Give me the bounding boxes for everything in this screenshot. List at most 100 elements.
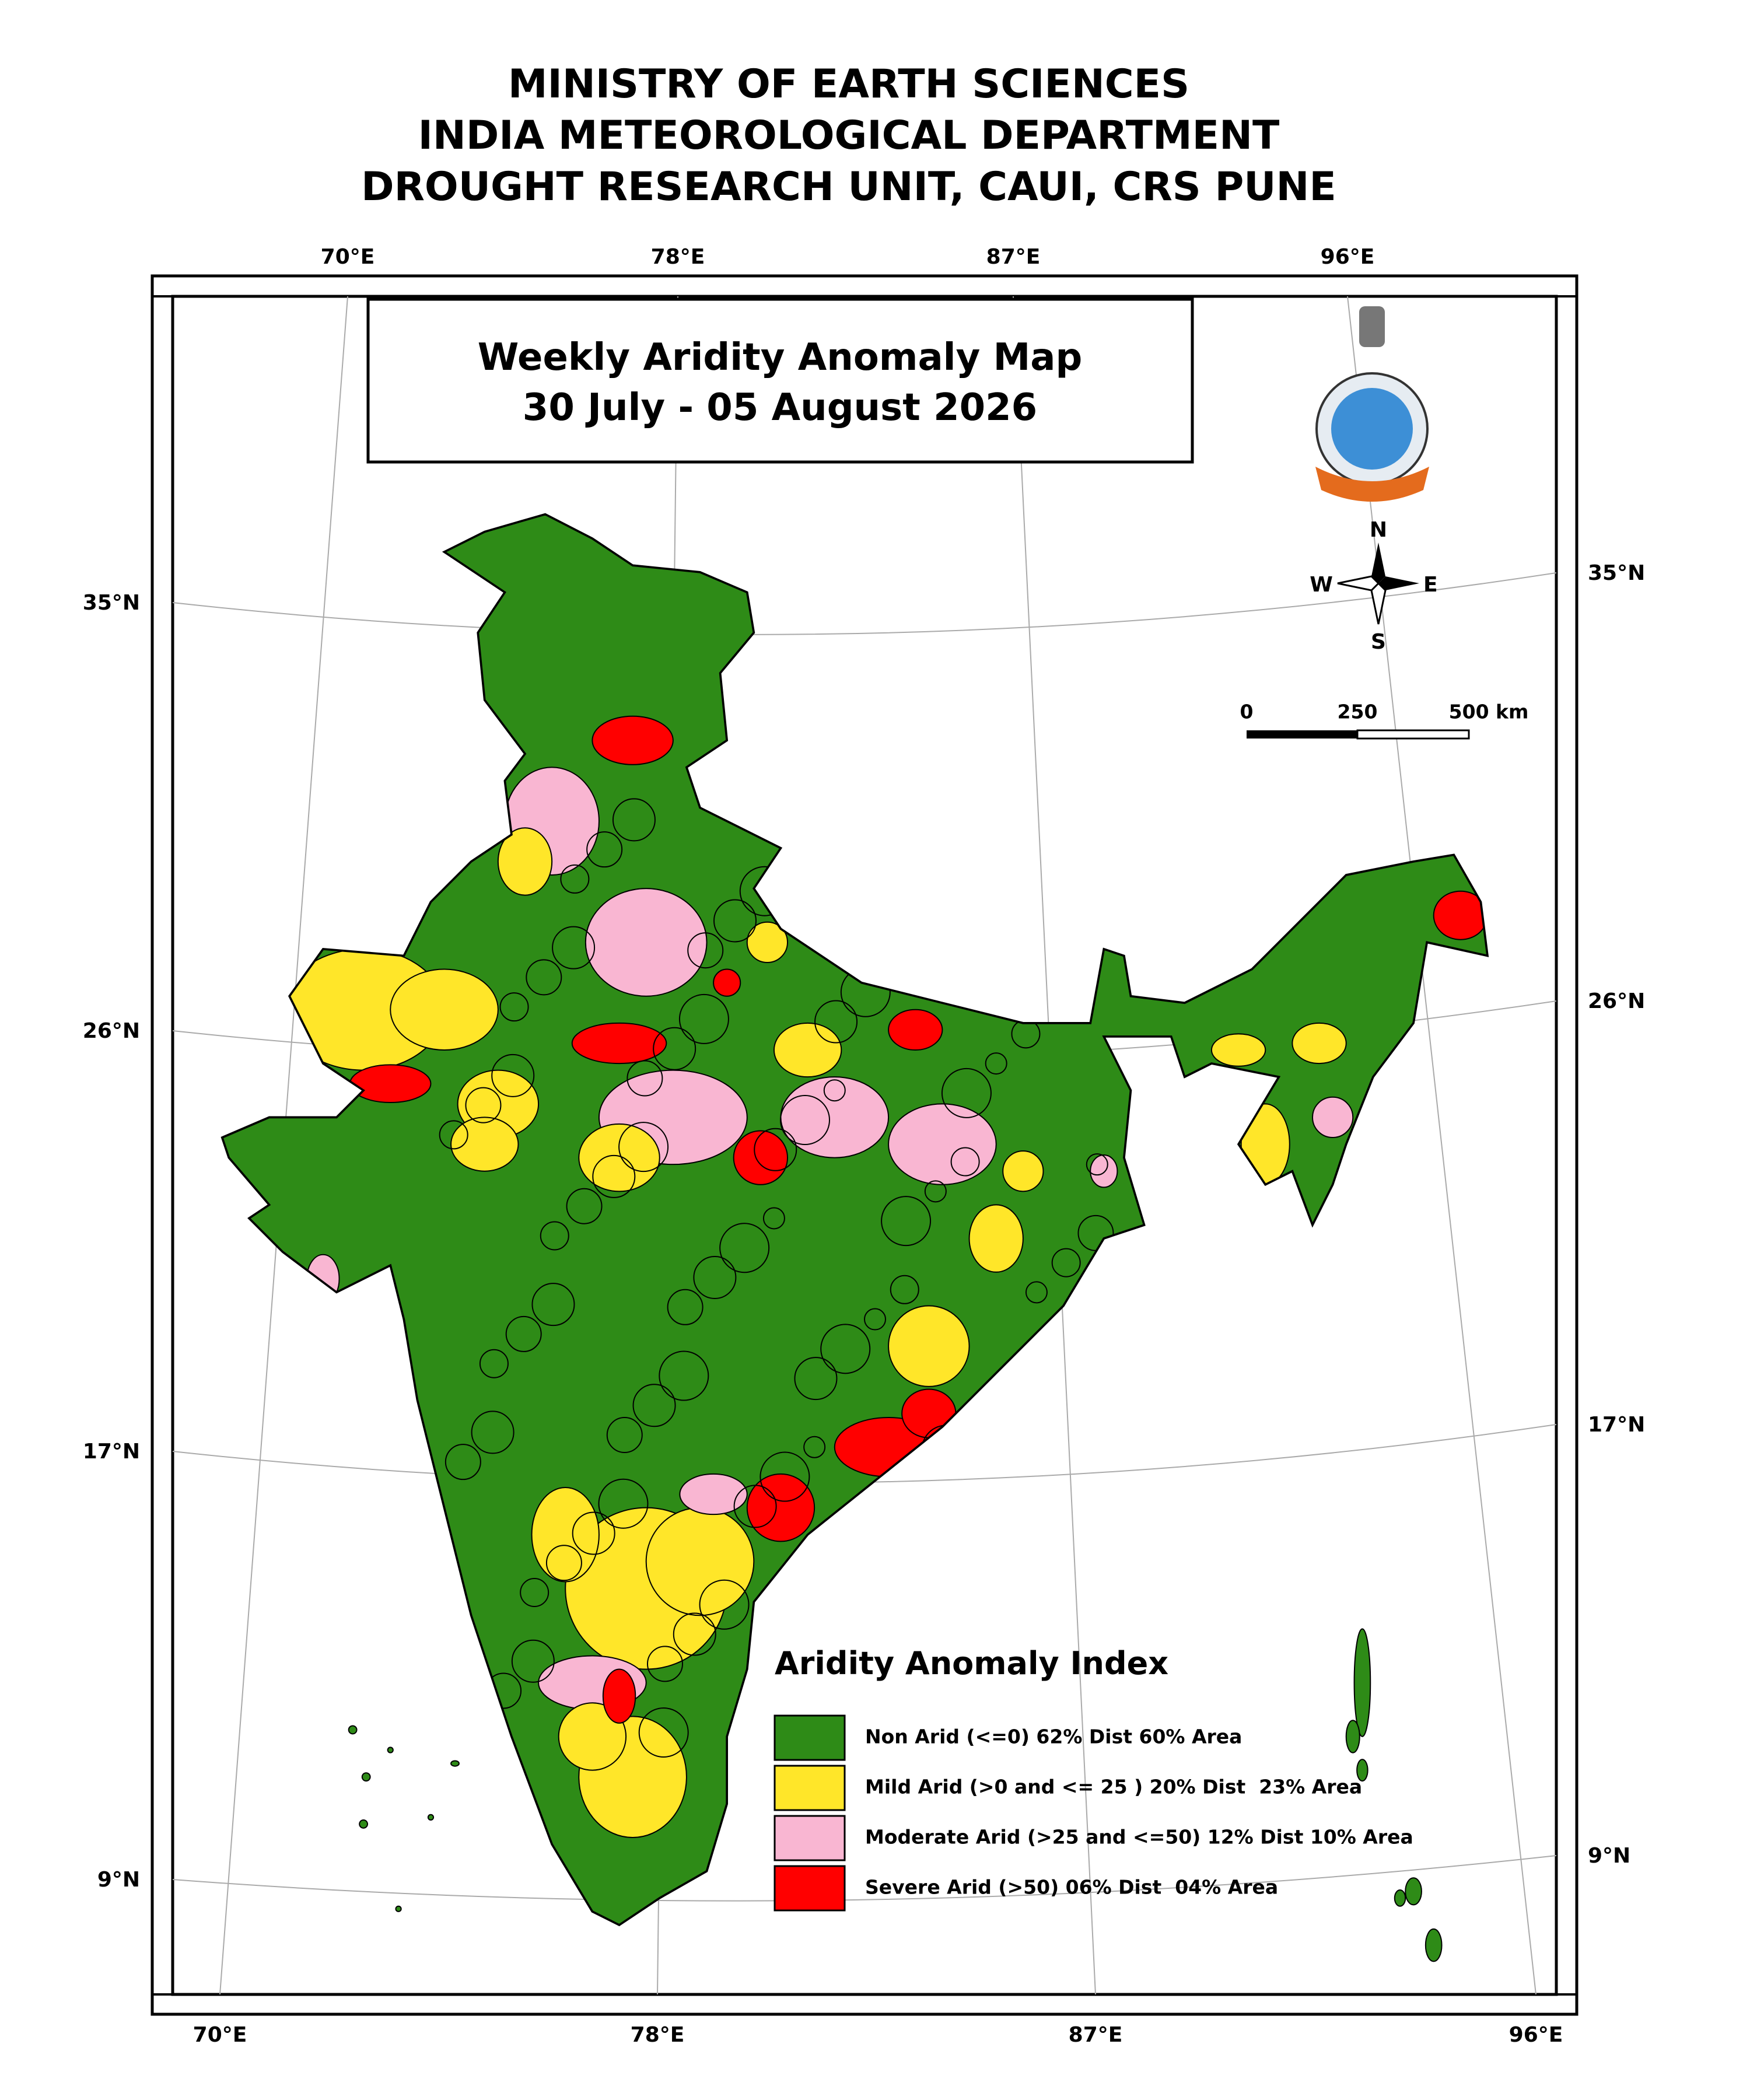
district-border: [814, 1000, 858, 1044]
lat-label: 9°N: [1588, 1844, 1630, 1868]
district-border: [941, 1068, 992, 1118]
district-patch: [888, 1305, 970, 1387]
district-border: [673, 1612, 716, 1656]
legend-swatch: [774, 1865, 846, 1912]
district-border: [1025, 1281, 1048, 1304]
district-border: [586, 831, 623, 868]
district-border: [667, 1289, 704, 1325]
district-border: [864, 1308, 887, 1331]
outer-frame: [150, 274, 1578, 2016]
map-subtitle: 30 July - 05 August 2026: [523, 386, 1037, 429]
lat-label: 35°N: [1588, 561, 1645, 585]
district-border: [540, 1221, 569, 1251]
lon-label: 70°E: [193, 2023, 247, 2047]
district-border: [687, 932, 724, 969]
island: [1424, 1928, 1443, 1962]
district-patch: [592, 715, 674, 765]
legend-swatch: [774, 1765, 846, 1811]
district-border: [1051, 1248, 1081, 1278]
lon-label: 78°E: [651, 245, 705, 269]
district-border: [520, 1578, 550, 1608]
island: [450, 1760, 460, 1767]
district-patches: [282, 715, 1488, 1839]
lat-label: 26°N: [83, 1019, 140, 1043]
district-border: [794, 1357, 838, 1401]
district-patch: [584, 888, 708, 997]
district-border: [511, 1639, 555, 1683]
scale-label: 500 km: [1449, 701, 1529, 723]
legend-label: Mild Arid (>0 and <= 25 ) 20% Dist 23% A…: [865, 1776, 1362, 1798]
district-border: [499, 992, 529, 1022]
district-border: [592, 1154, 636, 1198]
district-border: [626, 1060, 663, 1097]
district-border: [803, 1436, 826, 1458]
emblem-crest: [1359, 306, 1385, 347]
lat-label: 26°N: [1588, 989, 1645, 1013]
district-patch: [531, 1487, 600, 1583]
header-line: DROUGHT RESEARCH UNIT, CAUI, CRS PUNE: [361, 164, 1336, 210]
islands: [348, 1628, 1443, 1962]
district-border: [985, 1052, 1007, 1075]
legend-swatch: [774, 1815, 846, 1861]
district-border: [653, 1027, 696, 1070]
district-border: [552, 926, 596, 970]
island: [387, 1746, 394, 1754]
compass-letter: N: [1370, 518, 1387, 542]
district-border: [545, 1545, 582, 1581]
lon-label: 87°E: [1069, 2023, 1123, 2047]
lon-label: 87°E: [986, 245, 1041, 269]
district-patch: [733, 1130, 789, 1185]
district-border: [820, 1324, 871, 1374]
district-border: [733, 1485, 777, 1528]
district-border: [881, 1196, 932, 1247]
compass-letter: E: [1423, 573, 1438, 597]
district-border: [606, 1417, 643, 1454]
lon-label: 96°E: [1509, 2023, 1563, 2047]
lon-label: 70°E: [321, 245, 375, 269]
india-map: [220, 513, 1489, 1962]
district-patch: [968, 1204, 1024, 1273]
district-patch: [349, 1064, 432, 1104]
district-border: [950, 1147, 980, 1177]
scale-label: 0: [1240, 701, 1254, 723]
district-border: [638, 1707, 689, 1758]
district-border: [719, 1223, 770, 1273]
district-border: [465, 1087, 502, 1124]
emblem-globe: [1331, 388, 1413, 470]
header-line: MINISTRY OF EARTH SCIENCES: [508, 61, 1189, 107]
scale-segment: [1247, 730, 1357, 738]
map-title: Weekly Aridity Anomaly Map: [478, 336, 1083, 379]
legend-label: Severe Arid (>50) 06% Dist 04% Area: [865, 1876, 1278, 1899]
scale-label: 250: [1338, 701, 1378, 723]
legend-label: Moderate Arid (>25 and <=50) 12% Dist 10…: [865, 1826, 1413, 1849]
district-patch: [1312, 1096, 1354, 1139]
parallel: [172, 1855, 1557, 1902]
district-border: [505, 1315, 542, 1352]
island: [359, 1819, 369, 1829]
district-border: [471, 1410, 514, 1454]
lat-label: 35°N: [83, 591, 140, 615]
district-border: [659, 1350, 709, 1401]
district-border: [762, 1207, 785, 1230]
island: [1405, 1877, 1422, 1906]
title-box: [366, 298, 1194, 464]
island: [1394, 1889, 1406, 1907]
district-patch: [1292, 1022, 1347, 1065]
emblem: [1315, 306, 1429, 502]
lon-label: 78°E: [631, 2023, 685, 2047]
compass-letter: W: [1310, 573, 1333, 597]
district-patch: [746, 1473, 816, 1542]
district-border: [780, 1095, 831, 1146]
district-patch: [450, 1116, 519, 1172]
district-border: [754, 1128, 797, 1171]
district-patch: [497, 827, 553, 896]
district-border: [444, 1444, 481, 1480]
district-border: [713, 899, 757, 943]
legend: Non Arid (<=0) 62% Dist 60% Area Mild Ari…: [774, 1714, 1413, 1912]
district-border: [678, 993, 729, 1044]
district-border: [531, 1283, 575, 1326]
header-line: INDIA METEOROLOGICAL DEPARTMENT: [418, 113, 1280, 159]
district-patch: [888, 1103, 997, 1185]
district-border: [612, 798, 656, 842]
